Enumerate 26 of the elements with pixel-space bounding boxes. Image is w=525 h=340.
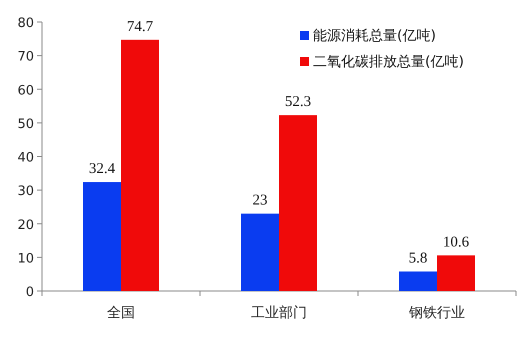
y-tick-label: 0 bbox=[26, 285, 34, 300]
x-tick-label: 钢铁行业 bbox=[408, 305, 465, 321]
data-label: 52.3 bbox=[284, 94, 312, 110]
bar bbox=[437, 255, 475, 291]
y-tick-label: 30 bbox=[17, 184, 34, 200]
bar bbox=[121, 40, 159, 291]
y-tick-label: 50 bbox=[17, 116, 34, 132]
bar bbox=[83, 182, 121, 291]
data-label: 10.6 bbox=[442, 234, 470, 250]
bar bbox=[399, 271, 437, 291]
y-tick-label: 70 bbox=[17, 50, 34, 65]
y-tick-label: 60 bbox=[17, 83, 34, 98]
data-label: 32.4 bbox=[88, 161, 116, 178]
data-label: 5.8 bbox=[408, 250, 428, 266]
y-tick-label: 40 bbox=[17, 150, 34, 166]
bar bbox=[279, 115, 317, 291]
data-label: 74.7 bbox=[126, 18, 154, 35]
bar bbox=[241, 214, 279, 291]
x-tick-label: 全国 bbox=[107, 305, 135, 321]
y-tick-label: 80 bbox=[17, 16, 34, 31]
data-label: 23 bbox=[252, 192, 268, 209]
legend-label: 能源消耗总量(亿吨) bbox=[313, 28, 436, 44]
x-tick-label: 工业部门 bbox=[251, 305, 307, 321]
y-tick-label: 10 bbox=[17, 251, 34, 266]
y-tick-label: 20 bbox=[17, 218, 34, 233]
legend-label: 二氧化碳排放总量(亿吨) bbox=[313, 54, 464, 70]
